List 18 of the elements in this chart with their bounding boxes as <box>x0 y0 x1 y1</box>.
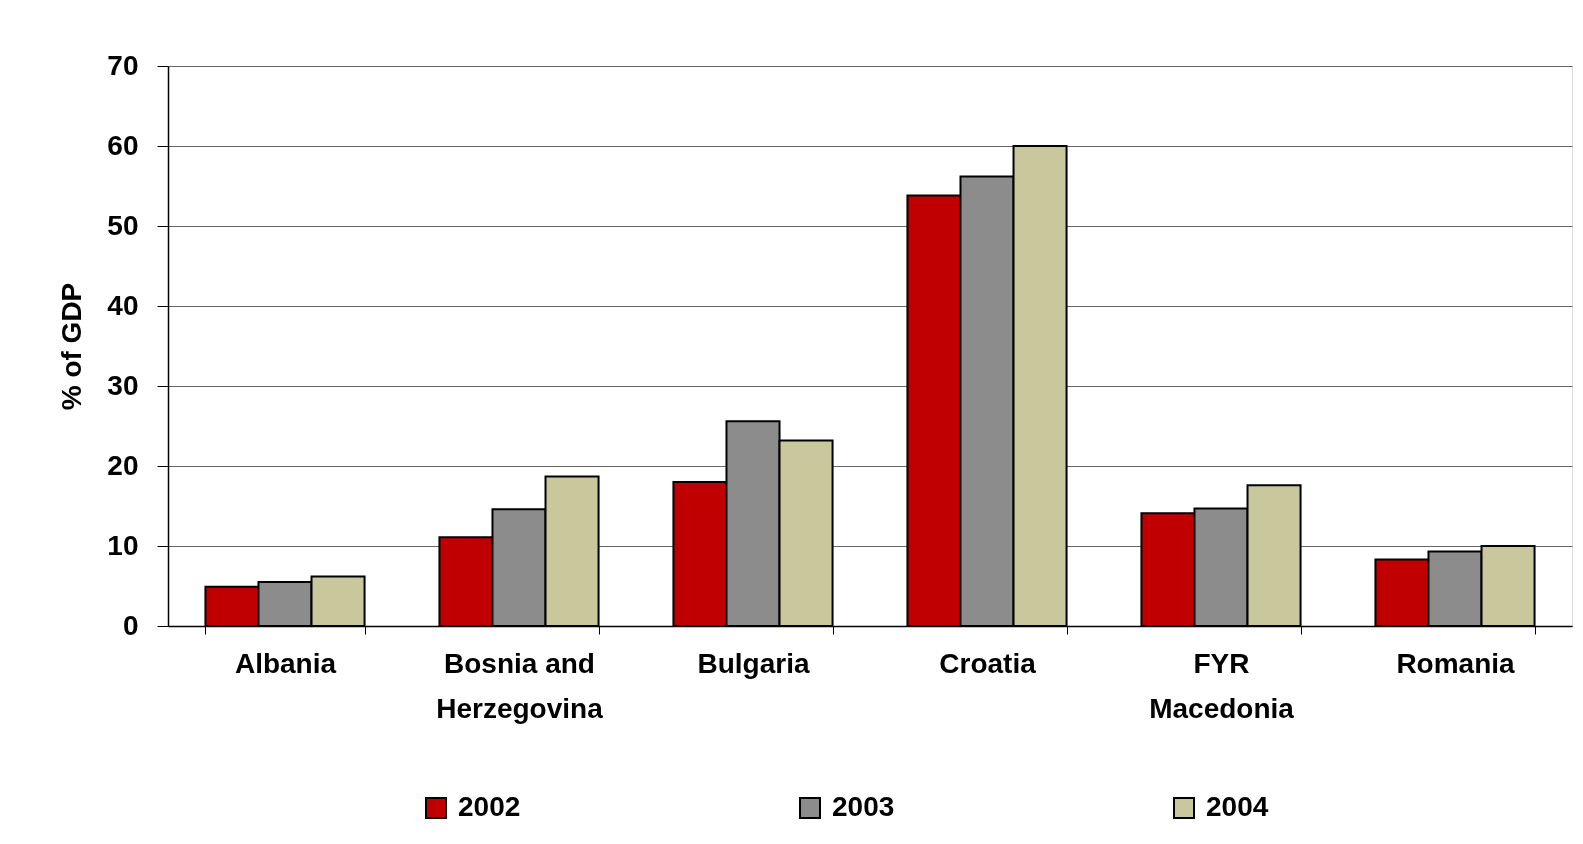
legend-label: 2004 <box>1206 791 1269 822</box>
y-tick-label: 0 <box>122 609 139 641</box>
y-tick-label: 20 <box>107 449 139 481</box>
x-tick-label: Albania <box>234 647 337 679</box>
y-tick-label: 50 <box>107 209 139 241</box>
y-tick-label: 40 <box>107 289 139 321</box>
y-tick-label: 60 <box>107 129 139 161</box>
x-tick-label: Bulgaria <box>697 647 810 679</box>
y-tick-label: 10 <box>107 529 139 561</box>
legend-label: 2003 <box>832 791 895 822</box>
y-tick-label: 30 <box>107 369 139 401</box>
legend-label: 2002 <box>458 791 521 822</box>
x-tick-label: Croatia <box>939 647 1037 679</box>
x-tick-label: FYR Macedonia <box>1149 647 1295 724</box>
x-tick-label: Romania <box>1396 647 1516 679</box>
x-tick-label: Bosnia and Herzegovina <box>436 647 604 724</box>
y-axis-title: % of GDP <box>56 282 88 411</box>
y-tick-label: 70 <box>107 49 139 81</box>
